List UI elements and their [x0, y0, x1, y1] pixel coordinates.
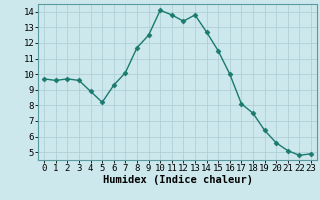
X-axis label: Humidex (Indice chaleur): Humidex (Indice chaleur): [103, 175, 252, 185]
